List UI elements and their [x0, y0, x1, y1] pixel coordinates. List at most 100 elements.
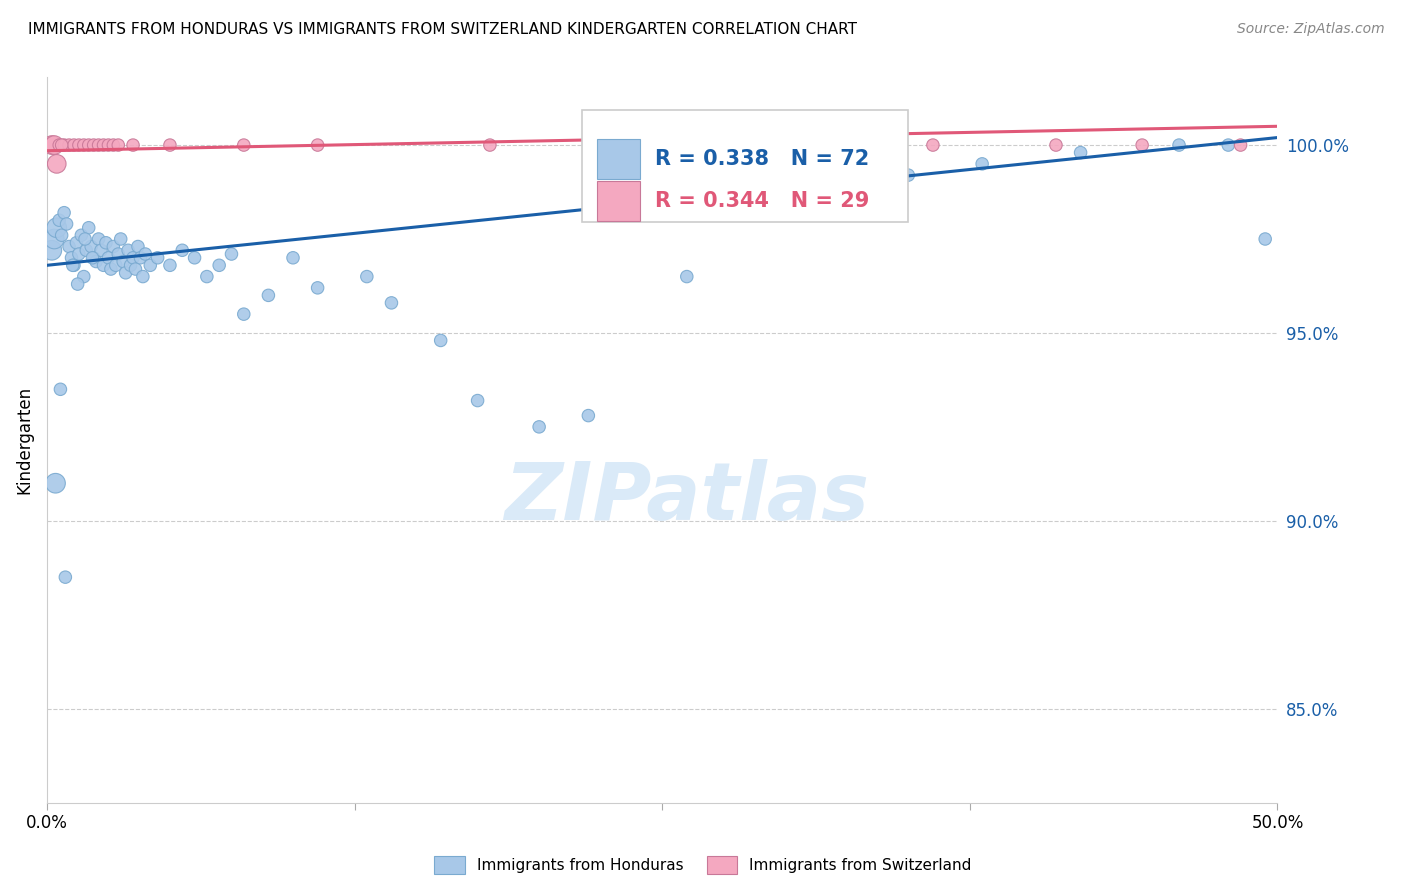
- Point: [380, 296, 402, 310]
- Point: [120, 258, 142, 272]
- Point: [127, 239, 149, 253]
- FancyBboxPatch shape: [598, 139, 640, 179]
- Point: [1130, 138, 1153, 153]
- Point: [688, 138, 710, 153]
- Text: Source: ZipAtlas.com: Source: ZipAtlas.com: [1237, 22, 1385, 37]
- Point: [589, 138, 612, 153]
- Point: [94, 235, 117, 250]
- Point: [122, 138, 145, 153]
- Point: [773, 183, 796, 197]
- Point: [429, 334, 451, 348]
- Point: [53, 205, 76, 219]
- Point: [114, 266, 136, 280]
- Point: [307, 281, 329, 295]
- Point: [527, 420, 550, 434]
- Point: [66, 277, 89, 291]
- Point: [100, 262, 122, 277]
- Point: [83, 138, 105, 153]
- Point: [58, 239, 80, 253]
- Point: [90, 244, 112, 258]
- Point: [67, 247, 90, 261]
- Point: [45, 220, 67, 235]
- Point: [55, 217, 77, 231]
- Point: [84, 254, 107, 268]
- Point: [281, 251, 304, 265]
- Text: IMMIGRANTS FROM HONDURAS VS IMMIGRANTS FROM SWITZERLAND KINDERGARTEN CORRELATION: IMMIGRANTS FROM HONDURAS VS IMMIGRANTS F…: [28, 22, 858, 37]
- Point: [44, 138, 66, 153]
- FancyBboxPatch shape: [598, 181, 640, 220]
- Point: [44, 476, 66, 491]
- Point: [73, 138, 96, 153]
- Point: [356, 269, 378, 284]
- Point: [82, 251, 104, 265]
- Point: [232, 307, 254, 321]
- Point: [60, 251, 83, 265]
- Point: [132, 269, 155, 284]
- Point: [1168, 138, 1191, 153]
- Point: [922, 138, 945, 153]
- Point: [478, 138, 501, 153]
- Point: [146, 251, 169, 265]
- Point: [44, 232, 66, 246]
- Point: [576, 409, 599, 423]
- Point: [104, 258, 127, 272]
- Point: [195, 269, 218, 284]
- Point: [107, 138, 129, 153]
- Point: [53, 138, 76, 153]
- Point: [112, 254, 135, 268]
- Point: [45, 157, 67, 171]
- Point: [257, 288, 280, 302]
- Point: [103, 138, 125, 153]
- Point: [1218, 138, 1240, 153]
- Point: [48, 138, 70, 153]
- Point: [103, 239, 125, 253]
- Point: [675, 269, 697, 284]
- Point: [97, 251, 120, 265]
- Point: [93, 138, 115, 153]
- Point: [63, 138, 86, 153]
- Point: [183, 251, 205, 265]
- Text: R = 0.338   N = 72: R = 0.338 N = 72: [655, 149, 869, 169]
- Point: [49, 382, 72, 396]
- Point: [307, 138, 329, 153]
- Point: [129, 251, 152, 265]
- Point: [53, 570, 76, 584]
- Point: [87, 138, 110, 153]
- Point: [139, 258, 162, 272]
- Point: [41, 138, 63, 153]
- Point: [48, 213, 70, 227]
- Point: [110, 232, 132, 246]
- Point: [1254, 232, 1277, 246]
- Point: [1229, 138, 1251, 153]
- Point: [70, 228, 93, 243]
- Point: [107, 247, 129, 261]
- Point: [172, 244, 194, 258]
- Point: [159, 258, 181, 272]
- Point: [811, 138, 834, 153]
- Point: [134, 247, 156, 261]
- Point: [65, 235, 87, 250]
- Point: [159, 138, 181, 153]
- Point: [897, 168, 920, 182]
- Point: [77, 138, 100, 153]
- Point: [58, 138, 80, 153]
- Point: [208, 258, 231, 272]
- Point: [117, 244, 139, 258]
- Point: [63, 258, 86, 272]
- Point: [83, 251, 105, 265]
- Point: [232, 138, 254, 153]
- Point: [124, 262, 146, 277]
- Point: [93, 258, 115, 272]
- Point: [75, 244, 97, 258]
- Y-axis label: Kindergarten: Kindergarten: [15, 386, 32, 494]
- Text: ZIPatlas: ZIPatlas: [505, 459, 869, 537]
- Point: [73, 269, 96, 284]
- FancyBboxPatch shape: [582, 110, 908, 222]
- Text: R = 0.344   N = 29: R = 0.344 N = 29: [655, 191, 869, 211]
- Legend: Immigrants from Honduras, Immigrants from Switzerland: Immigrants from Honduras, Immigrants fro…: [429, 850, 977, 880]
- Point: [51, 228, 73, 243]
- Point: [41, 244, 63, 258]
- Point: [1045, 138, 1067, 153]
- Point: [80, 239, 103, 253]
- Point: [972, 157, 994, 171]
